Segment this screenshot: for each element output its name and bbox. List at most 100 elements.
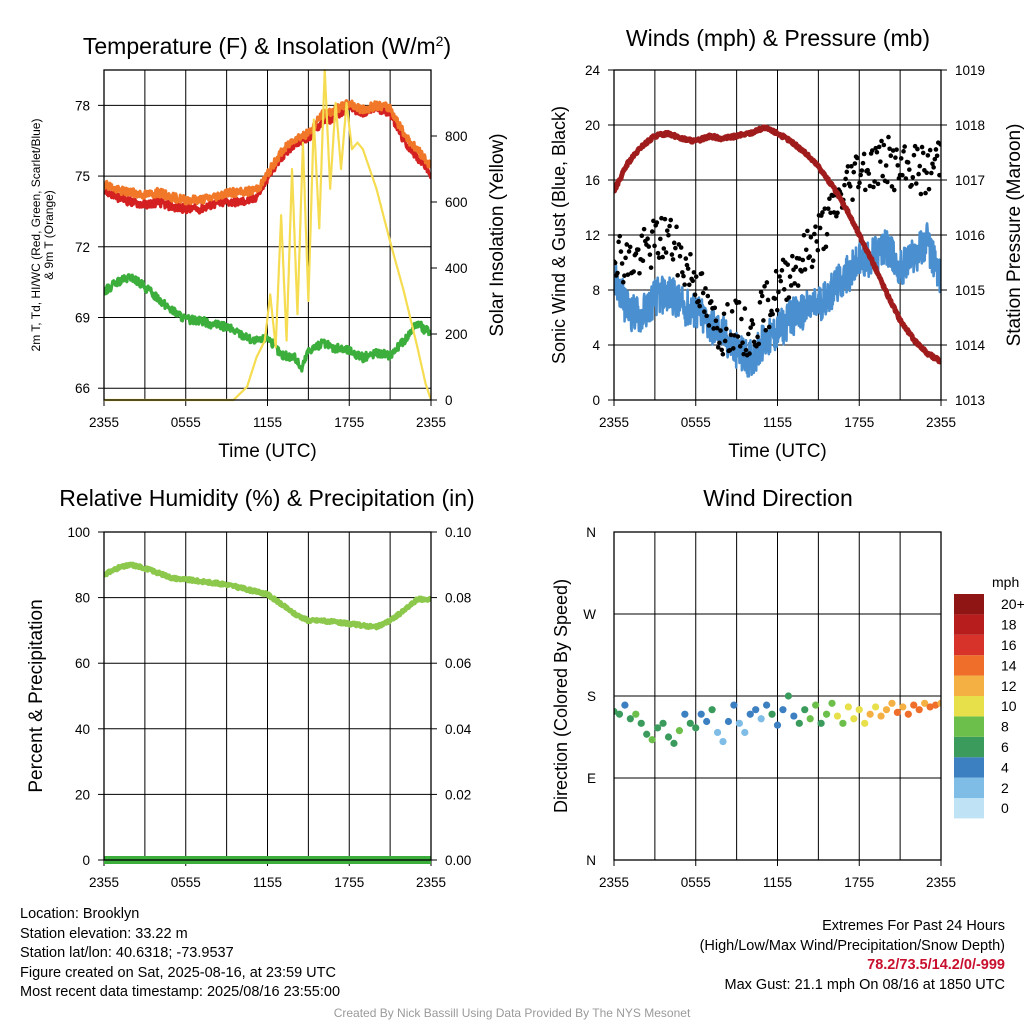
wdir-point — [915, 706, 923, 714]
gust-point — [677, 253, 683, 259]
gust-point — [844, 169, 850, 175]
gust-point — [773, 268, 779, 274]
wdir-y-axis-label: Direction (Colored By Speed) — [551, 579, 571, 813]
wdir-point — [713, 728, 722, 737]
wind-y2-tick-label: 1013 — [955, 393, 985, 408]
gust-point — [765, 297, 771, 303]
wdir-point — [686, 719, 694, 727]
gust-point — [808, 234, 814, 240]
wdir-point — [752, 706, 760, 714]
wind-y-axis-label: Sonic Wind & Gust (Blue, Black) — [549, 106, 569, 364]
gust-point — [849, 164, 854, 169]
gust-point — [714, 325, 720, 331]
gust-point — [721, 311, 727, 317]
wdir-point — [866, 710, 874, 718]
gust-point — [693, 274, 699, 279]
credit-text: Created By Nick Bassill Using Data Provi… — [333, 1006, 691, 1020]
wind-chart-title: Winds (mph) & Pressure (mb) — [626, 25, 930, 51]
wdir-point — [632, 710, 640, 718]
gust-point — [772, 296, 778, 301]
gust-point — [705, 293, 711, 299]
gust-point — [903, 176, 909, 181]
wdir-point — [768, 710, 776, 718]
gust-point — [875, 181, 881, 187]
wdir-y-tick-label: E — [587, 771, 596, 786]
gust-point — [869, 148, 875, 153]
wdir-x-tick-label: 2355 — [599, 875, 629, 890]
gust-point — [891, 187, 897, 193]
gust-point — [641, 226, 647, 232]
gust-point — [852, 161, 858, 166]
wdir-legend-label: 6 — [1001, 739, 1009, 755]
wdir-point — [763, 701, 771, 709]
gust-point — [871, 184, 876, 190]
gust-point — [678, 245, 684, 250]
gust-point — [703, 286, 708, 291]
gust-point — [691, 270, 697, 275]
gust-point — [889, 184, 895, 189]
gust-point — [805, 228, 810, 234]
gust-point — [658, 236, 663, 242]
gust-point — [712, 305, 718, 311]
gust-point — [663, 250, 669, 255]
gust-point — [786, 295, 792, 300]
gust-point — [662, 216, 668, 222]
gust-point — [888, 153, 894, 158]
gust-point — [831, 210, 837, 215]
wdir-point — [877, 712, 885, 720]
gust-point — [824, 231, 830, 237]
wdir-y-tick-label: S — [587, 689, 596, 704]
gust-point — [659, 215, 664, 221]
gust-point — [646, 244, 652, 249]
wind-y-tick-label: 24 — [585, 63, 601, 78]
rh-x-tick-label: 2355 — [89, 875, 119, 890]
gust-point — [920, 150, 926, 156]
gust-point — [649, 229, 655, 234]
gust-point — [843, 176, 848, 182]
wdir-point — [735, 719, 743, 727]
gust-point — [633, 251, 639, 256]
rh-y2-tick-label: 0.02 — [445, 787, 471, 802]
temp-y-tick-label: 75 — [75, 169, 90, 184]
rh-frame — [103, 531, 432, 861]
temp-y-tick-label: 72 — [75, 240, 90, 255]
rh-chart-title: Relative Humidity (%) & Precipitation (i… — [59, 485, 474, 511]
gust-point — [823, 244, 829, 250]
rh-y-tick-label: 60 — [75, 656, 90, 671]
wdir-legend-swatch — [954, 675, 984, 696]
temp-y-tick-label: 69 — [75, 311, 90, 326]
gust-point — [937, 172, 941, 178]
rh-x-tick-label: 0555 — [171, 875, 201, 890]
gust-point — [764, 280, 770, 285]
td-line — [104, 273, 431, 373]
gust-point — [850, 197, 855, 202]
gust-point — [861, 151, 867, 157]
wdir-legend-label: 16 — [1001, 637, 1017, 653]
rh-x-tick-label: 1155 — [253, 875, 282, 890]
gust-point — [719, 347, 725, 353]
gust-point — [684, 262, 690, 268]
gust-point — [894, 147, 899, 152]
rh-y2-tick-label: 0.00 — [445, 853, 471, 868]
gust-point — [735, 334, 741, 339]
rh-y-tick-label: 100 — [67, 525, 90, 540]
gust-point — [623, 255, 628, 261]
wdir-point — [839, 719, 847, 727]
gust-point — [790, 253, 795, 259]
wdir-legend-swatch — [954, 696, 984, 717]
wind-plot-area — [614, 124, 941, 378]
max-gust-text: Max Gust: 21.1 mph On 08/16 at 1850 UTC — [724, 976, 1005, 993]
wdir-point — [833, 712, 842, 720]
wdir-point — [850, 715, 858, 723]
gust-point — [916, 171, 921, 177]
gust-point — [728, 332, 734, 338]
gust-point — [670, 257, 676, 262]
rh-y-tick-label: 20 — [75, 787, 90, 802]
gust-point — [873, 145, 879, 151]
wdir-point — [844, 703, 852, 711]
gust-point — [934, 153, 940, 159]
gust-point — [625, 272, 631, 277]
wdir-point — [899, 703, 907, 711]
gust-point — [729, 309, 735, 314]
